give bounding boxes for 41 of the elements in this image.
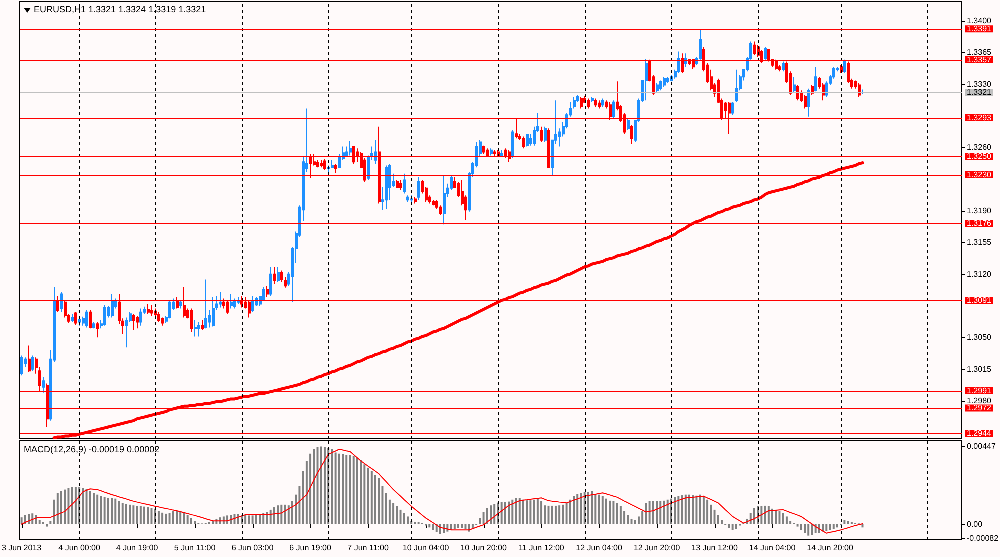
y-tick-label: 1.3050 (967, 333, 992, 342)
y-tick-label: 0.00 (967, 520, 984, 529)
y-tick-label: 1.2980 (967, 396, 992, 406)
ref-line-label: 1.3091 (967, 296, 992, 306)
y-tick-label: 1.3120 (967, 270, 992, 279)
x-tick-label: 4 Jun 00:00 (58, 544, 102, 552)
y-tick-label: -0.00082 (967, 534, 1000, 544)
x-tick-label: 10 Jun 04:00 (402, 544, 450, 552)
ref-line-label: 1.3391 (967, 24, 992, 34)
ref-line-label: 1.2944 (967, 429, 992, 438)
y-tick-label: 1.3330 (967, 80, 992, 89)
x-tick-label: 10 Jun 20:00 (460, 544, 508, 552)
x-tick-label: 11 Jun 12:00 (518, 544, 565, 552)
y-tick-label: 1.3400 (967, 16, 992, 26)
ref-line-label: 1.3250 (967, 152, 992, 162)
y-tick-label: 1.3015 (967, 364, 992, 374)
ref-line-label: 1.3176 (967, 219, 992, 228)
chart-title: EURUSD,H1 1.3321 1.3324 1.3319 1.3321 (34, 4, 206, 14)
ref-line-label: 1.3293 (967, 113, 992, 122)
ref-line-label: 1.3230 (967, 170, 992, 180)
x-tick-label: 6 Jun 19:00 (290, 544, 332, 552)
x-tick-label: 12 Jun 20:00 (634, 544, 681, 552)
x-tick-label: 12 Jun 04:00 (576, 544, 623, 552)
x-tick-label: 6 Jun 03:00 (232, 544, 274, 552)
x-tick-label: 14 Jun 20:00 (807, 544, 854, 552)
x-tick-label: 14 Jun 04:00 (749, 544, 796, 552)
chart-title: MACD(12,26,9) -0.00019 0.00002 (24, 444, 160, 454)
y-tick-label: 0.00447 (967, 442, 996, 452)
y-tick-label: 1.3365 (967, 48, 992, 58)
y-tick-label: 1.3260 (967, 143, 992, 152)
y-tick-label: 1.3190 (967, 206, 992, 216)
ref-line-label: 1.3357 (967, 55, 992, 64)
ref-line-label: 1.2972 (967, 404, 992, 413)
x-tick-label: 7 Jun 11:00 (348, 544, 390, 552)
ref-line-label: 1.2991 (967, 386, 992, 396)
x-tick-label: 5 Jun 11:00 (174, 544, 216, 552)
x-tick-label: 4 Jun 19:00 (116, 544, 159, 552)
x-tick-label: 3 Jun 2013 (2, 544, 42, 552)
x-tick-label: 13 Jun 12:00 (692, 544, 738, 552)
ref-line-label: 1.3321 (967, 88, 992, 97)
y-tick-label: 1.3155 (967, 238, 992, 248)
